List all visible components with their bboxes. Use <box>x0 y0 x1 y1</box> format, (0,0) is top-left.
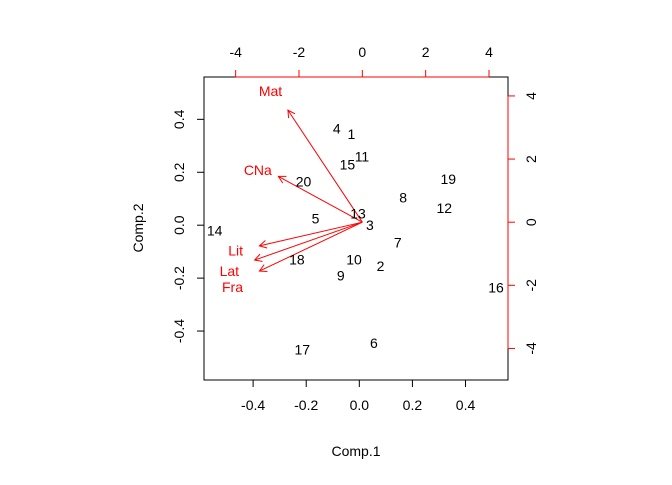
score-point-label: 8 <box>399 189 407 205</box>
loading-arrow-fra <box>259 221 363 272</box>
score-point-label: 2 <box>377 258 385 274</box>
y-tick-label: 0.4 <box>171 109 187 129</box>
loading-label: Fra <box>222 279 243 295</box>
x-tick-label: -0.2 <box>294 397 318 413</box>
top-tick-label: -4 <box>229 44 242 60</box>
y-tick-label: -0.2 <box>171 266 187 290</box>
score-point-label: 5 <box>312 211 320 227</box>
y-axis-label: Comp.2 <box>130 203 146 252</box>
score-point-label: 16 <box>488 279 504 295</box>
loading-label: Lit <box>228 243 243 259</box>
right-tick-label: 4 <box>523 92 539 100</box>
loading-arrowhead <box>258 264 268 273</box>
score-point-label: 9 <box>337 267 345 283</box>
plot-frame <box>203 76 509 381</box>
score-point-label: 13 <box>350 205 366 221</box>
loading-arrow-lit <box>259 221 363 247</box>
right-axis: -4 -2 0 2 4 <box>507 92 539 355</box>
loading-arrow-lat <box>254 221 363 261</box>
score-point-label: 3 <box>366 217 374 233</box>
score-point-label: 12 <box>436 200 452 216</box>
score-point-label: 6 <box>370 335 378 351</box>
x-tick-label: 0.0 <box>350 397 370 413</box>
loading-arrowhead <box>253 253 263 262</box>
y-tick-label: -0.4 <box>171 319 187 343</box>
loading-label: Lat <box>220 263 240 279</box>
score-point-label: 4 <box>333 121 341 137</box>
x-tick-label: 0.2 <box>403 397 423 413</box>
x-tick-label: -0.4 <box>241 397 265 413</box>
loading-arrowhead <box>258 240 268 249</box>
loading-arrow-cna <box>278 175 363 223</box>
right-tick-label: -2 <box>523 279 539 292</box>
top-tick-label: -2 <box>293 44 306 60</box>
score-point-label: 17 <box>294 342 310 358</box>
score-point-label: 19 <box>440 171 456 187</box>
score-point-label: 11 <box>355 148 370 164</box>
score-point-label: 10 <box>346 252 362 268</box>
loading-label: CNa <box>244 162 272 178</box>
loading-arrowhead <box>287 109 296 119</box>
loading-arrow-mat <box>287 109 363 223</box>
score-point-label: 7 <box>394 234 402 250</box>
score-point-label: 20 <box>296 174 312 190</box>
score-point-label: 18 <box>289 252 305 268</box>
top-tick-label: 0 <box>358 44 366 60</box>
bottom-axis: -0.4 -0.2 0.0 0.2 0.4 <box>241 379 476 413</box>
right-tick-label: 0 <box>523 218 539 226</box>
right-tick-label: -4 <box>523 342 539 355</box>
loading-arrowhead <box>277 175 287 184</box>
score-point-label: 15 <box>340 156 356 172</box>
y-tick-label: 0.2 <box>171 162 187 182</box>
left-axis: -0.4 -0.2 0.0 0.2 0.4 <box>171 109 205 343</box>
top-tick-label: 4 <box>485 44 493 60</box>
score-point-label: 1 <box>347 126 355 142</box>
x-tick-label: 0.4 <box>456 397 476 413</box>
loading-label: Mat <box>259 83 282 99</box>
x-axis-label: Comp.1 <box>331 443 380 459</box>
score-point-label: 14 <box>207 222 223 238</box>
top-axis: -4 -2 0 2 4 <box>229 44 493 78</box>
y-tick-label: 0.0 <box>171 215 187 235</box>
top-tick-label: 2 <box>422 44 430 60</box>
right-tick-label: 2 <box>523 155 539 163</box>
